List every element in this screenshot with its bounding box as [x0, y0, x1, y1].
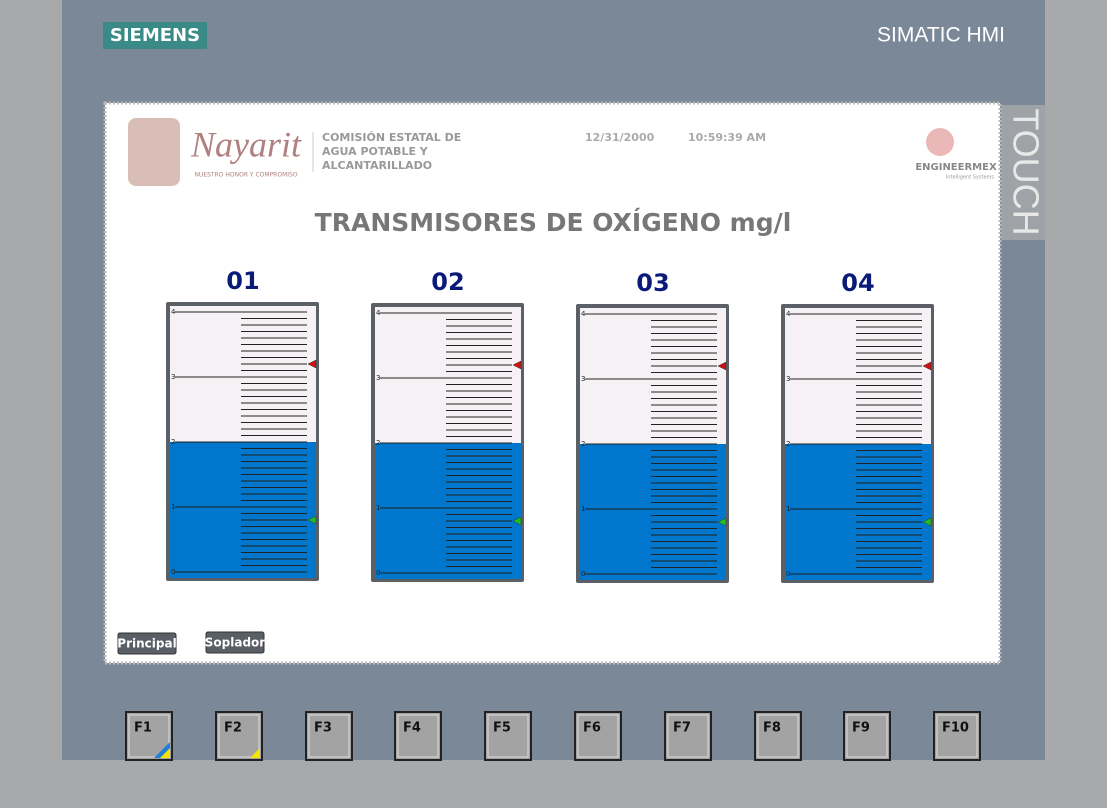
nav-button[interactable]	[205, 631, 265, 654]
tick-label: 3	[171, 373, 175, 381]
tick-label: 3	[581, 375, 585, 383]
gauge-label: 02	[431, 268, 464, 296]
brand-box	[103, 22, 207, 49]
function-key-label: F7	[673, 721, 691, 736]
function-key[interactable]	[215, 711, 263, 761]
agency-line: ALCANTARILLADO	[322, 159, 432, 172]
tick-label: 1	[376, 504, 380, 512]
function-key-face	[397, 714, 439, 758]
gauge-label: 01	[226, 267, 259, 295]
function-key-label: F6	[583, 721, 601, 736]
function-key-label: F3	[314, 721, 332, 736]
nav-button[interactable]	[117, 632, 177, 655]
function-key-label: F1	[134, 721, 152, 736]
function-key[interactable]	[394, 711, 442, 761]
gauge-label: 04	[841, 269, 874, 297]
low-marker	[922, 517, 932, 527]
key-corner	[160, 748, 170, 758]
function-key-label: F5	[493, 721, 511, 736]
high-marker	[922, 361, 932, 371]
tick-label: 4	[171, 308, 176, 316]
function-key-face	[128, 714, 170, 758]
gauge-fill	[170, 442, 316, 578]
coat-of-arms	[128, 118, 180, 186]
function-key-face	[308, 714, 350, 758]
function-key-face	[846, 714, 888, 758]
tick-label: 0	[171, 568, 175, 576]
high-marker	[512, 360, 522, 370]
function-key[interactable]	[843, 711, 891, 761]
logo-text: Nayarit	[190, 124, 302, 164]
tick-label: 2	[376, 439, 380, 447]
partner: ENGINEERMEX	[915, 162, 997, 173]
tick-label: 3	[786, 375, 790, 383]
tick-label: 1	[171, 503, 175, 511]
logo-motto: NUESTRO HONOR Y COMPROMISO	[194, 172, 297, 179]
tick-label: 0	[376, 569, 380, 577]
function-key-face	[936, 714, 978, 758]
brand: SIEMENS	[110, 25, 200, 46]
function-key[interactable]	[664, 711, 712, 761]
nav-button-label: Principal	[117, 637, 176, 651]
low-marker	[512, 516, 522, 526]
function-key-label: F8	[763, 721, 781, 736]
function-key-face	[577, 714, 619, 758]
nav-button-label: Soplador	[205, 636, 266, 650]
tick-label: 0	[786, 570, 790, 578]
gauge-fill	[785, 444, 931, 580]
gauge-fill	[580, 444, 726, 580]
tick-label: 3	[376, 374, 380, 382]
tick-label: 2	[581, 440, 585, 448]
low-marker	[717, 517, 727, 527]
high-marker	[717, 361, 727, 371]
agency-line: COMISIÓN ESTATAL DE	[322, 131, 461, 144]
function-key-face	[757, 714, 799, 758]
gauge-fill	[375, 443, 521, 579]
title: TRANSMISORES DE OXÍGENO mg/l	[315, 208, 792, 237]
low-marker	[307, 515, 317, 525]
function-key[interactable]	[305, 711, 353, 761]
function-key-face	[218, 714, 260, 758]
function-key-label: F4	[403, 721, 421, 736]
function-key[interactable]	[484, 711, 532, 761]
date: 12/31/2000	[585, 131, 655, 144]
partner-icon	[926, 128, 954, 156]
side-label: TOUCH	[1005, 108, 1046, 235]
high-marker	[307, 359, 317, 369]
function-key[interactable]	[933, 711, 981, 761]
function-key-face	[487, 714, 529, 758]
product: SIMATIC HMI	[877, 24, 1005, 47]
tick-label: 1	[786, 505, 790, 513]
time: 10:59:39 AM	[688, 131, 766, 144]
tick-label: 1	[581, 505, 585, 513]
function-key-face	[667, 714, 709, 758]
function-key-label: F9	[852, 721, 870, 736]
function-key[interactable]	[754, 711, 802, 761]
tick-label: 4	[376, 309, 381, 317]
key-corner	[250, 748, 260, 758]
function-key[interactable]	[574, 711, 622, 761]
gauge-label: 03	[636, 269, 669, 297]
side-strip	[1001, 105, 1045, 240]
function-key-label: F2	[224, 721, 242, 736]
tick-label: 4	[581, 310, 586, 318]
tick-label: 4	[786, 310, 791, 318]
function-key-label: F10	[942, 721, 969, 736]
tick-label: 2	[171, 438, 175, 446]
tick-label: 2	[786, 440, 790, 448]
agency-line: AGUA POTABLE Y	[322, 145, 429, 158]
partner-tagline: Intelligent Systems	[946, 175, 994, 181]
tick-label: 0	[581, 570, 585, 578]
